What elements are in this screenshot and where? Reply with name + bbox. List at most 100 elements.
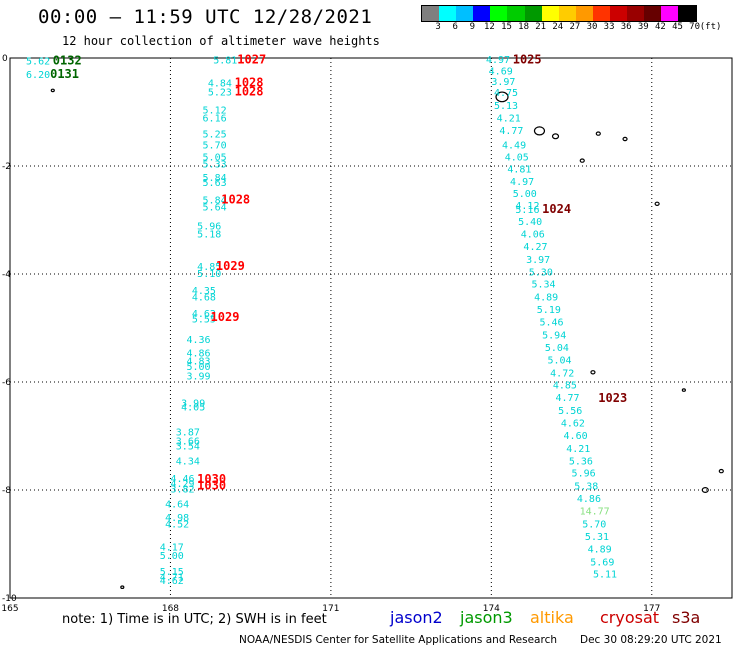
data-label: 5.05 xyxy=(203,152,227,163)
data-label: 5.15 xyxy=(160,567,184,578)
data-label: 4.72 xyxy=(550,368,574,379)
data-label: 4.05 xyxy=(181,402,205,413)
data-label: 3.87 xyxy=(176,428,200,439)
data-label: 3.54 xyxy=(176,442,200,453)
data-label: 5.69 xyxy=(590,557,614,568)
data-label: 4.29 xyxy=(170,479,194,490)
coastline-shape xyxy=(50,88,55,93)
data-label: 4.21 xyxy=(566,444,590,455)
data-label: 4.85 xyxy=(553,381,577,392)
data-label: 5.36 xyxy=(569,456,593,467)
legend-item: altika xyxy=(530,608,574,627)
data-label: 4.49 xyxy=(502,140,526,151)
data-label: 4.71 xyxy=(160,572,184,583)
data-label: 4.60 xyxy=(564,431,588,442)
scale-swatch xyxy=(507,6,525,21)
scale-label: 42 xyxy=(654,22,666,32)
data-label: 3.97 xyxy=(526,255,550,266)
data-label: 1029 xyxy=(216,259,245,273)
data-label: 4.62 xyxy=(192,309,216,320)
y-tick-label: -4 xyxy=(2,270,11,280)
y-tick-label: -2 xyxy=(2,162,11,172)
data-label: 5.33 xyxy=(203,159,227,170)
y-tick-label: -6 xyxy=(2,378,11,388)
data-label: 3.82 xyxy=(170,484,194,495)
scale-label: 27 xyxy=(569,22,581,32)
data-label: 4.27 xyxy=(523,242,547,253)
data-label: 5.94 xyxy=(542,330,566,341)
scale-label: 36 xyxy=(620,22,632,32)
scale-swatch xyxy=(627,6,645,21)
scale-swatch xyxy=(439,6,457,21)
coastline-shape xyxy=(681,388,686,392)
scale-label: 24 xyxy=(552,22,564,32)
data-label: 5.55 xyxy=(192,314,216,325)
data-label: 5.00 xyxy=(513,189,537,200)
scale-swatch xyxy=(473,6,491,21)
scale-label: 12 xyxy=(483,22,495,32)
coastline-shape xyxy=(495,91,509,103)
data-label: 4.21 xyxy=(497,113,521,124)
data-label: 5.00 xyxy=(186,362,210,373)
data-label: 5.56 xyxy=(558,406,582,417)
scale-swatch xyxy=(456,6,474,21)
x-tick-label: 171 xyxy=(322,604,339,614)
data-label: 1028 xyxy=(235,84,264,98)
data-label: 0132 xyxy=(53,54,82,68)
coastline-shape xyxy=(718,468,724,474)
data-label: 1024 xyxy=(542,202,571,216)
data-label: 4.83 xyxy=(186,356,210,367)
scale-label: 39 xyxy=(637,22,649,32)
data-label: 6.20 xyxy=(26,70,50,81)
data-label: 5.62 xyxy=(26,57,50,68)
scale-swatch xyxy=(490,6,508,21)
scale-label: 33 xyxy=(603,22,615,32)
data-label: 5.40 xyxy=(518,217,542,228)
scale-label: 9 xyxy=(469,22,476,32)
scale-label: 18 xyxy=(518,22,530,32)
data-label: 4.62 xyxy=(160,576,184,587)
coastline-shape xyxy=(533,126,546,136)
data-label: 5.30 xyxy=(529,267,553,278)
credit-text: NOAA/NESDIS Center for Satellite Applica… xyxy=(239,634,557,646)
scale-label: 70 xyxy=(689,22,701,32)
data-label: 6.16 xyxy=(203,113,227,124)
legend-item: jason3 xyxy=(460,608,513,627)
data-label: 4.89 xyxy=(534,293,558,304)
data-label: 4.98 xyxy=(165,513,189,524)
scale-swatch xyxy=(541,6,559,21)
color-scale-bar xyxy=(421,5,697,22)
generated-timestamp: Dec 30 08:29:20 UTC 2021 xyxy=(580,634,722,646)
data-label: 1027 xyxy=(237,53,266,67)
data-label: 5.63 xyxy=(203,178,227,189)
x-tick-label: 168 xyxy=(162,604,179,614)
data-label: 4.75 xyxy=(494,88,518,99)
data-label: 3.99 xyxy=(186,372,210,383)
data-label: 5.16 xyxy=(515,205,539,216)
data-label: 5.96 xyxy=(572,469,596,480)
data-label: 1029 xyxy=(211,310,240,324)
scale-swatch xyxy=(592,6,611,21)
legend-item: s3a xyxy=(672,608,701,627)
data-label: 5.19 xyxy=(537,305,561,316)
y-tick-label: 0 xyxy=(2,54,8,64)
data-label: 4.68 xyxy=(192,293,216,304)
data-label: 4.86 xyxy=(186,348,210,359)
data-label: 4.86 xyxy=(577,494,601,505)
x-tick-label: 174 xyxy=(483,604,500,614)
scale-swatch xyxy=(678,6,696,21)
data-label: 1030 xyxy=(197,479,226,493)
x-tick-label: 177 xyxy=(643,604,660,614)
data-label: 4.64 xyxy=(165,500,189,511)
plot-frame xyxy=(9,57,733,599)
data-label: 1025 xyxy=(513,53,542,67)
data-label: 4.05 xyxy=(505,152,529,163)
scale-label: 21 xyxy=(535,22,547,32)
data-label: 3.66 xyxy=(176,436,200,447)
coastline-shape xyxy=(595,131,601,136)
color-scale-labels: 3 6 9 12 15 18 21 24 27 30 33 36 39 42 45 70 (ft) xyxy=(421,22,740,34)
data-label: 5.38 xyxy=(574,482,598,493)
scale-swatch xyxy=(610,6,628,21)
scale-label: 3 xyxy=(435,22,441,32)
